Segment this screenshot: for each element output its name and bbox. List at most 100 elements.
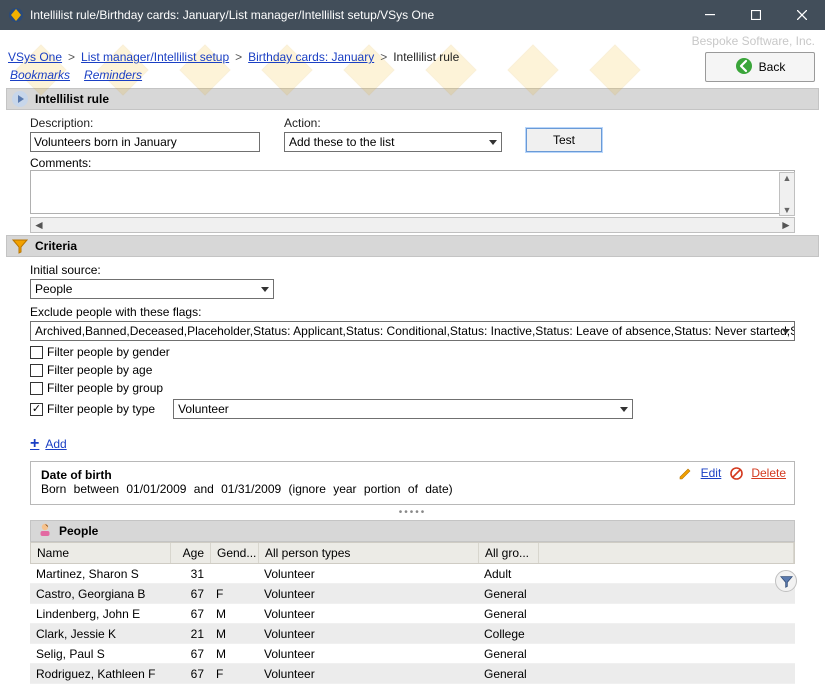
scroll-right-icon[interactable]: ►: [778, 218, 794, 232]
table-row[interactable]: Martinez, Sharon S31VolunteerAdult: [30, 564, 795, 584]
plus-icon: +: [30, 435, 39, 453]
reminders-link[interactable]: Reminders: [84, 68, 142, 82]
cell-groups: General: [478, 587, 538, 601]
action-select[interactable]: Add these to the list: [284, 132, 502, 152]
action-label: Action:: [284, 116, 502, 130]
rule-form-row: Description: Action: Add these to the li…: [0, 112, 825, 154]
exclude-flags-value: Archived,Banned,Deceased,Placeholder,Sta…: [35, 324, 795, 338]
comments-vscroll[interactable]: ▲ ▼: [779, 172, 795, 216]
cell-age: 67: [170, 647, 210, 661]
cell-gender: M: [210, 647, 258, 661]
filter-type-checkbox[interactable]: [30, 403, 43, 416]
filter-type-label: Filter people by type: [47, 402, 155, 416]
breadcrumb-current: Intellilist rule: [393, 50, 459, 64]
table-row[interactable]: Castro, Georgiana B67FVolunteerGeneral: [30, 584, 795, 604]
breadcrumb-listmanager[interactable]: List manager/Intellilist setup: [81, 50, 229, 64]
cell-types: Volunteer: [258, 607, 478, 621]
cell-types: Volunteer: [258, 567, 478, 581]
breadcrumb-sep: >: [235, 50, 242, 64]
people-grid: Name Age Gend... All person types All gr…: [30, 542, 795, 684]
filter-group-label: Filter people by group: [47, 381, 163, 395]
grid-header: Name Age Gend... All person types All gr…: [30, 542, 795, 564]
section-header-criteria-text: Criteria: [35, 239, 77, 253]
cell-gender: M: [210, 627, 258, 641]
cell-groups: General: [478, 667, 538, 681]
filter-gender-row: Filter people by gender: [30, 345, 795, 359]
description-input[interactable]: [30, 132, 260, 152]
section-header-people: People: [30, 520, 795, 542]
comments-label: Comments:: [30, 156, 91, 170]
description-label: Description:: [30, 116, 260, 130]
person-icon: [37, 522, 53, 541]
comments-field: Comments: ▲ ▼: [30, 156, 795, 217]
maximize-button[interactable]: [733, 0, 779, 30]
cell-types: Volunteer: [258, 647, 478, 661]
filter-age-label: Filter people by age: [47, 363, 152, 377]
table-row[interactable]: Rodriguez, Kathleen F67FVolunteerGeneral: [30, 664, 795, 684]
test-button[interactable]: Test: [526, 128, 602, 152]
cell-name: Lindenberg, John E: [30, 607, 170, 621]
table-row[interactable]: Selig, Paul S67MVolunteerGeneral: [30, 644, 795, 664]
filter-type-select[interactable]: Volunteer: [173, 399, 633, 419]
dob-text: Born between 01/01/2009 and 01/31/2009 (…: [41, 482, 784, 496]
back-button[interactable]: Back: [705, 52, 815, 82]
cell-name: Clark, Jessie K: [30, 627, 170, 641]
filter-type-value: Volunteer: [178, 402, 229, 416]
breadcrumb-vsysone[interactable]: VSys One: [8, 50, 62, 64]
col-header-age[interactable]: Age: [171, 543, 211, 563]
vendor-label: Bespoke Software, Inc.: [692, 34, 815, 48]
table-row[interactable]: Lindenberg, John E67MVolunteerGeneral: [30, 604, 795, 624]
add-link[interactable]: + Add: [30, 435, 795, 453]
cell-groups: General: [478, 647, 538, 661]
breadcrumb-birthdaycards[interactable]: Birthday cards: January: [248, 50, 374, 64]
exclude-flags-select[interactable]: Archived,Banned,Deceased,Placeholder,Sta…: [30, 321, 795, 341]
cell-age: 67: [170, 667, 210, 681]
scroll-left-icon[interactable]: ◄: [31, 218, 47, 232]
cell-groups: Adult: [478, 567, 538, 581]
filter-gender-checkbox[interactable]: [30, 346, 43, 359]
dob-actions: Edit Delete: [679, 466, 786, 480]
cell-age: 67: [170, 587, 210, 601]
col-header-types[interactable]: All person types: [259, 543, 479, 563]
cell-gender: M: [210, 607, 258, 621]
filter-age-checkbox[interactable]: [30, 364, 43, 377]
section-header-criteria: Criteria: [6, 235, 819, 257]
comments-hscroll[interactable]: ◄ ►: [30, 217, 795, 233]
filter-age-row: Filter people by age: [30, 363, 795, 377]
grid-body: Martinez, Sharon S31VolunteerAdultCastro…: [30, 564, 795, 684]
initial-source-value: People: [35, 282, 72, 296]
cell-gender: F: [210, 587, 258, 601]
cell-name: Selig, Paul S: [30, 647, 170, 661]
cell-groups: General: [478, 607, 538, 621]
funnel-icon: [11, 237, 29, 255]
bookmarks-link[interactable]: Bookmarks: [10, 68, 70, 82]
grid-filter-button[interactable]: [775, 570, 797, 592]
table-row[interactable]: Clark, Jessie K21MVolunteerCollege: [30, 624, 795, 644]
cell-age: 31: [170, 567, 210, 581]
cell-gender: F: [210, 667, 258, 681]
comments-textarea[interactable]: [30, 170, 795, 214]
section-header-people-text: People: [59, 524, 98, 538]
filter-gender-label: Filter people by gender: [47, 345, 170, 359]
col-header-gender[interactable]: Gend...: [211, 543, 259, 563]
close-button[interactable]: [779, 0, 825, 30]
cell-age: 67: [170, 607, 210, 621]
action-field: Action: Add these to the list: [284, 116, 502, 152]
add-link-label: Add: [45, 437, 66, 451]
edit-link[interactable]: Edit: [701, 466, 722, 480]
breadcrumb: VSys One > List manager/Intellilist setu…: [8, 50, 459, 64]
cell-age: 21: [170, 627, 210, 641]
filter-group-row: Filter people by group: [30, 381, 795, 395]
window-titlebar: Intellilist rule/Birthday cards: January…: [0, 0, 825, 30]
col-header-name[interactable]: Name: [31, 543, 171, 563]
splitter-handle[interactable]: •••••: [0, 507, 825, 518]
col-header-rest: [539, 543, 794, 563]
initial-source-select[interactable]: People: [30, 279, 274, 299]
filter-group-checkbox[interactable]: [30, 382, 43, 395]
dob-title: Date of birth: [41, 468, 784, 482]
delete-link[interactable]: Delete: [751, 466, 786, 480]
minimize-button[interactable]: [687, 0, 733, 30]
criteria-body: Initial source: People Exclude people wi…: [0, 259, 825, 427]
window-title: Intellilist rule/Birthday cards: January…: [30, 8, 687, 22]
col-header-groups[interactable]: All gro...: [479, 543, 539, 563]
